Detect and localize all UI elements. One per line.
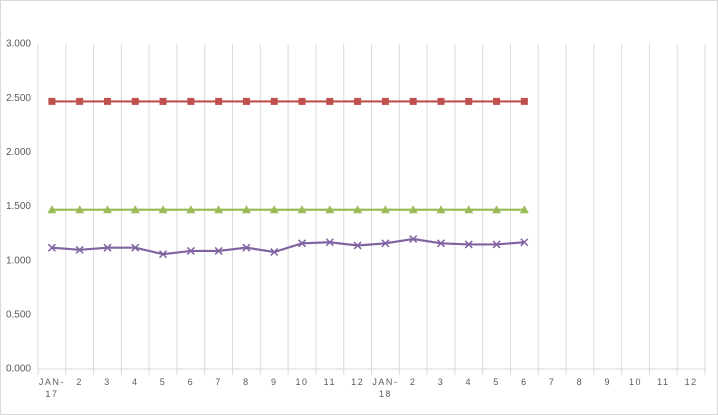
marker	[102, 205, 112, 214]
marker	[103, 97, 111, 105]
marker	[464, 240, 473, 249]
marker	[159, 97, 167, 105]
marker	[269, 205, 279, 214]
x-tick-label: 11	[323, 377, 336, 387]
marker	[270, 247, 279, 257]
marker	[520, 97, 528, 105]
marker	[381, 239, 390, 248]
series-line	[51, 237, 525, 256]
y-tick-label: 2.500	[6, 93, 31, 104]
marker	[380, 205, 390, 214]
marker	[242, 97, 250, 105]
x-tick-label: 12	[351, 377, 365, 387]
marker	[492, 240, 501, 249]
marker	[520, 238, 529, 247]
y-tick-label: 0.000	[6, 364, 31, 375]
x-tick-label: 4	[132, 377, 139, 387]
x-tick-label: 5	[493, 377, 500, 387]
x-tick-label: 10	[629, 377, 643, 387]
marker	[353, 205, 363, 214]
marker	[47, 205, 57, 214]
marker	[326, 97, 334, 105]
x-tick-label: 7	[215, 377, 222, 387]
marker	[47, 243, 56, 252]
x-tick-label: 10	[295, 377, 309, 387]
marker	[409, 97, 417, 105]
marker	[214, 246, 223, 255]
marker	[325, 205, 335, 214]
x-tick-label: JAN-17	[38, 377, 65, 399]
marker	[75, 245, 84, 254]
x-tick-label: 6	[521, 377, 528, 387]
marker	[75, 205, 85, 214]
marker	[298, 97, 306, 105]
marker	[353, 241, 362, 250]
marker	[158, 205, 168, 214]
marker	[325, 238, 334, 247]
marker	[241, 205, 251, 214]
marker	[130, 205, 140, 214]
x-tick-label: 4	[465, 377, 473, 387]
marker	[381, 97, 389, 105]
marker	[103, 243, 112, 252]
x-tick-label: 3	[437, 377, 445, 387]
marker	[436, 239, 446, 248]
marker	[187, 97, 195, 105]
x-tick-label: 2	[409, 377, 417, 387]
x-tick-label: 9	[270, 377, 278, 387]
marker	[242, 243, 251, 252]
x-tick-label: 9	[604, 377, 611, 387]
marker	[493, 97, 501, 105]
marker	[297, 205, 307, 214]
x-tick-label: 2	[76, 377, 83, 387]
marker	[215, 97, 223, 105]
marker	[131, 243, 140, 252]
x-tick-label: 6	[187, 377, 195, 387]
x-tick-label: 8	[576, 377, 584, 387]
y-tick-label: 1.500	[6, 201, 31, 212]
y-tick-label: 0.500	[6, 309, 31, 320]
marker	[297, 239, 307, 248]
x-tick-label: 8	[243, 377, 250, 387]
marker	[408, 205, 418, 214]
marker	[354, 97, 362, 105]
marker	[492, 205, 502, 214]
marker	[186, 246, 195, 255]
x-tick-label: 7	[548, 377, 556, 387]
marker	[214, 205, 224, 214]
y-tick-label: 1.000	[6, 255, 31, 266]
marker	[436, 205, 446, 214]
marker	[437, 97, 445, 105]
marker	[131, 97, 139, 105]
x-tick-label: 11	[657, 377, 670, 387]
y-tick-label: 2.000	[6, 147, 31, 158]
marker	[159, 250, 168, 259]
y-tick-label: 3.000	[6, 39, 31, 50]
marker	[409, 234, 418, 244]
marker	[76, 97, 84, 105]
marker	[464, 205, 474, 214]
marker	[519, 205, 529, 214]
x-tick-label: 12	[684, 377, 698, 387]
x-tick-label: 5	[159, 377, 167, 387]
marker	[186, 205, 196, 214]
marker	[270, 97, 278, 105]
marker	[48, 97, 56, 105]
marker	[465, 97, 473, 105]
x-tick-label: JAN-18	[372, 377, 399, 399]
x-tick-label: 3	[104, 377, 111, 387]
